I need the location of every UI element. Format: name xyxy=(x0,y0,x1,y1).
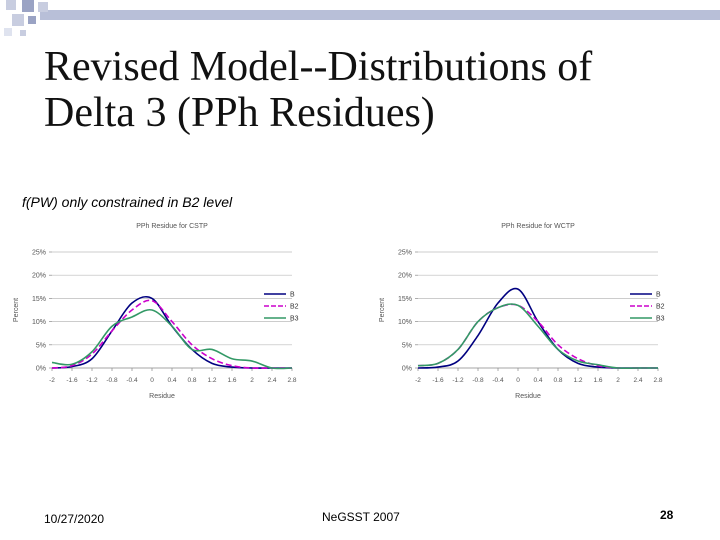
x-tick-label: -0.8 xyxy=(472,377,484,384)
decor-square xyxy=(20,30,26,36)
decor-square xyxy=(22,0,34,12)
x-tick-label: -2 xyxy=(415,377,421,384)
series-line-b2 xyxy=(417,303,658,369)
x-tick-label: -1.6 xyxy=(66,377,78,384)
chart-title: PPh Residue for WCTP xyxy=(501,223,575,230)
x-axis-label: Residue xyxy=(149,393,175,400)
x-tick-label: -1.6 xyxy=(432,377,444,384)
decor-square xyxy=(12,14,24,26)
y-tick-label: 20% xyxy=(398,273,412,280)
x-tick-label: 2.4 xyxy=(267,377,276,384)
series-line-b3 xyxy=(417,303,658,370)
slide-subtitle: f(PW) only constrained in B2 level xyxy=(22,194,233,210)
legend-label: B2 xyxy=(656,304,665,311)
y-tick-label: 0% xyxy=(36,366,46,373)
slide-title-line-1: Revised Model--Distributions of xyxy=(44,44,593,90)
y-axis-label: Percent xyxy=(379,298,386,322)
x-tick-label: -2 xyxy=(49,377,55,384)
x-tick-label: 2.8 xyxy=(287,377,296,384)
y-tick-label: 5% xyxy=(36,342,46,349)
chart-wctp-svg: PPh Residue for WCTP 0% 5% 10% 15% 20% 25% -2 -1… xyxy=(379,223,665,400)
legend-label: B3 xyxy=(290,316,299,323)
y-axis-label: Percent xyxy=(13,298,20,322)
decor-square xyxy=(6,0,16,10)
decor-square xyxy=(38,2,48,12)
y-tick-label: 20% xyxy=(32,273,46,280)
footer-date: 10/27/2020 xyxy=(44,512,105,526)
x-tick-label: 1.2 xyxy=(207,377,216,384)
footer-center-text: NeGSST 2007 xyxy=(322,510,400,524)
x-tick-label: 1.6 xyxy=(593,377,602,384)
chart-wctp: PPh Residue for WCTP 0% 5% 10% 15% 20% 25% -2 -1… xyxy=(372,214,678,414)
corner-decoration xyxy=(0,0,720,40)
x-tick-label: 0.8 xyxy=(553,377,562,384)
x-tick-label: -0.4 xyxy=(492,377,504,384)
decor-bar xyxy=(40,10,720,20)
y-tick-label: 5% xyxy=(402,342,412,349)
legend-label: B xyxy=(290,292,295,299)
decor-square xyxy=(28,16,36,24)
y-tick-label: 10% xyxy=(398,319,412,326)
y-tick-label: 15% xyxy=(398,296,412,303)
legend-label: B2 xyxy=(290,304,299,311)
x-tick-label: 0.4 xyxy=(167,377,176,384)
corner-decoration-graphic xyxy=(4,0,720,36)
y-tick-label: 25% xyxy=(398,250,412,257)
slide-title: Revised Model--Distributions of Delta 3 … xyxy=(44,44,684,136)
x-tick-label: 2 xyxy=(250,377,254,384)
decor-square xyxy=(4,28,12,36)
x-tick-label: 2.8 xyxy=(653,377,662,384)
x-axis-label: Residue xyxy=(515,393,541,400)
x-tick-label: 2.4 xyxy=(633,377,642,384)
slide-title-line-2: Delta 3 (PPh Residues) xyxy=(44,90,435,136)
y-tick-label: 10% xyxy=(32,319,46,326)
page-number: 28 xyxy=(660,508,674,522)
y-tick-label: 15% xyxy=(32,296,46,303)
x-tick-label: 0 xyxy=(150,377,154,384)
y-tick-label: 0% xyxy=(402,366,412,373)
legend-label: B3 xyxy=(656,316,665,323)
x-tick-label: 1.2 xyxy=(573,377,582,384)
x-tick-label: -1.2 xyxy=(452,377,464,384)
x-tick-label: -1.2 xyxy=(86,377,98,384)
series-line-b xyxy=(417,287,658,369)
y-tick-label: 25% xyxy=(32,250,46,257)
chart-cstp: PPh Residue for CSTP 0% 5% 10% 15% 20% 25% -2 -1… xyxy=(6,214,312,414)
x-tick-label: 1.6 xyxy=(227,377,236,384)
x-tick-label: -0.8 xyxy=(106,377,118,384)
legend-label: B xyxy=(656,292,661,299)
chart-title: PPh Residue for CSTP xyxy=(136,223,208,230)
x-tick-label: -0.4 xyxy=(126,377,138,384)
series-line-b3 xyxy=(51,308,293,370)
x-tick-label: 2 xyxy=(616,377,620,384)
series-line-b2 xyxy=(51,299,292,369)
chart-cstp-svg: PPh Residue for CSTP 0% 5% 10% 15% 20% 25% -2 -1… xyxy=(13,223,299,400)
x-tick-label: 0.4 xyxy=(533,377,542,384)
x-tick-label: 0 xyxy=(516,377,520,384)
x-tick-label: 0.8 xyxy=(187,377,196,384)
